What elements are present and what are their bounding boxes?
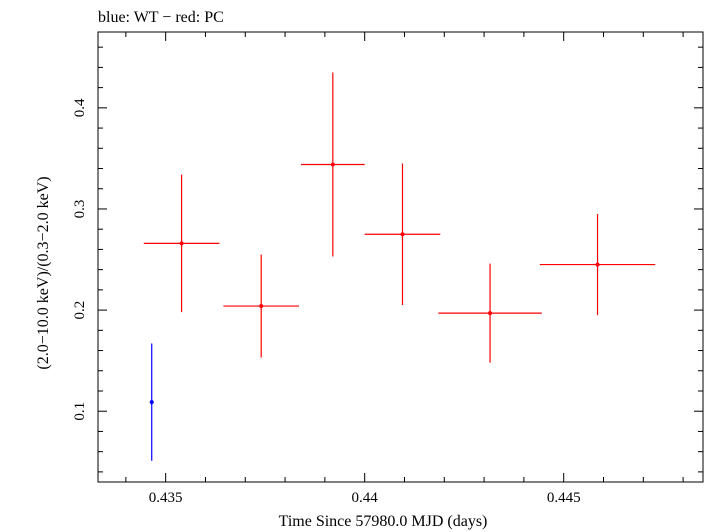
point-marker <box>330 162 335 167</box>
data-point <box>300 72 365 257</box>
data-point <box>364 163 441 306</box>
plot-border <box>97 31 704 483</box>
data-point <box>223 254 300 358</box>
y-tick-label: 0.3 <box>72 200 88 219</box>
axis-ticks <box>98 32 703 482</box>
chart-title: blue: WT − red: PC <box>98 9 224 26</box>
y-axis-label: (2.0−10.0 keV)/(0.3−2.0 keV) <box>35 176 52 369</box>
plot-frame <box>97 31 704 483</box>
x-tick-label: 0.435 <box>149 490 183 506</box>
data-point <box>143 174 220 313</box>
x-tick-label: 0.445 <box>547 490 581 506</box>
data-point <box>539 214 656 316</box>
y-tick-label: 0.1 <box>72 402 88 421</box>
x-axis-label: Time Since 57980.0 MJD (days) <box>279 513 488 530</box>
tick-labels: 0.435 0.44 0.445 0.1 0.2 0.3 0.4 <box>72 98 581 506</box>
y-tick-label: 0.4 <box>72 98 88 117</box>
point-marker <box>259 304 264 309</box>
data-series <box>143 72 656 461</box>
series-pc <box>143 72 656 363</box>
data-point <box>438 263 542 363</box>
data-point <box>149 343 154 461</box>
point-marker <box>400 232 405 237</box>
x-tick-label: 0.44 <box>352 490 379 506</box>
series-wt <box>149 343 154 461</box>
point-marker <box>179 241 184 246</box>
point-marker <box>488 311 493 316</box>
point-marker <box>595 262 600 267</box>
point-marker <box>149 400 154 405</box>
y-tick-label: 0.2 <box>72 301 88 320</box>
